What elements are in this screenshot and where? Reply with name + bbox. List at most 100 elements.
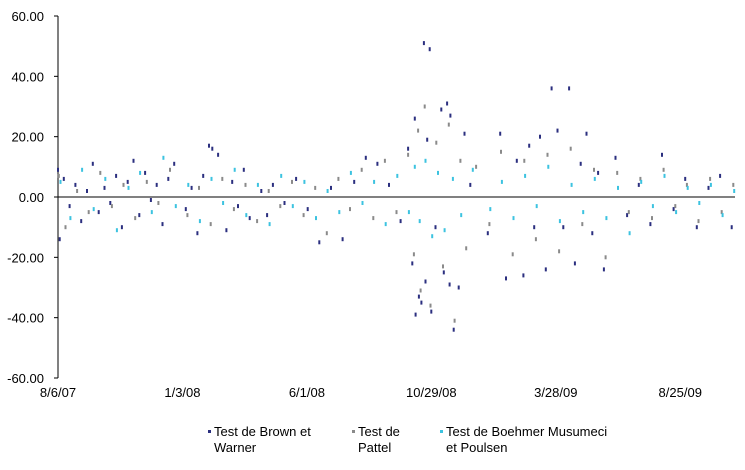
data-point	[675, 210, 678, 215]
data-point	[709, 176, 712, 181]
data-point	[449, 113, 452, 118]
data-point	[568, 86, 571, 91]
data-point	[453, 318, 456, 323]
data-point	[617, 185, 619, 190]
data-point	[533, 225, 536, 230]
data-point	[256, 182, 259, 187]
data-point	[76, 189, 79, 193]
data-point	[411, 261, 414, 266]
data-point	[426, 137, 429, 142]
data-point	[383, 158, 386, 163]
legend-label: Test de Boehmer Musumeci et Poulsen	[446, 424, 608, 455]
data-point	[428, 47, 431, 52]
data-point	[283, 201, 286, 205]
data-point	[443, 228, 446, 233]
data-point	[314, 185, 317, 190]
data-point	[582, 210, 585, 215]
data-point	[535, 204, 538, 209]
data-point	[92, 207, 95, 212]
scatter-chart: 60.00 40.00 20.00 0.00 -20.00 -40.00 -60.008/6…	[7, 9, 736, 400]
data-point	[57, 167, 59, 172]
series-1	[57, 104, 735, 323]
chart-axes: 60.00 40.00 20.00 0.00 -20.00 -40.00 -60.008/6…	[7, 9, 735, 400]
data-point	[221, 176, 224, 181]
data-point	[585, 131, 588, 136]
data-point	[604, 255, 607, 260]
data-point	[353, 179, 356, 184]
y-tick-label: 20.00	[11, 130, 44, 145]
data-point	[649, 222, 652, 227]
data-point	[457, 285, 460, 290]
data-point	[422, 41, 425, 46]
data-point	[721, 213, 724, 218]
legend-swatch	[352, 430, 355, 433]
data-point	[524, 173, 527, 178]
data-point	[187, 182, 190, 187]
data-point	[674, 204, 677, 209]
x-tick-label: 6/1/08	[289, 385, 325, 400]
data-point	[266, 213, 269, 218]
data-point	[59, 179, 62, 184]
data-point	[295, 176, 298, 181]
y-tick-label: -60.00	[7, 371, 44, 386]
data-point	[138, 213, 141, 218]
data-point	[488, 222, 491, 227]
data-point	[174, 204, 177, 209]
data-point	[330, 185, 332, 190]
data-point	[87, 210, 90, 215]
data-point	[698, 201, 701, 205]
data-point	[349, 207, 351, 212]
data-point	[418, 219, 421, 224]
data-point	[231, 179, 234, 184]
data-point	[627, 210, 630, 215]
data-point	[208, 143, 210, 148]
data-point	[448, 282, 451, 287]
data-point	[291, 179, 293, 184]
data-point	[338, 210, 341, 215]
data-point	[209, 222, 212, 227]
data-point	[132, 158, 135, 163]
data-point	[86, 189, 88, 193]
data-point	[420, 300, 423, 305]
data-point	[556, 128, 559, 133]
series-0	[57, 41, 733, 332]
data-point	[463, 131, 466, 136]
data-point	[364, 155, 367, 160]
y-tick-label: 60.00	[11, 9, 44, 24]
data-point	[198, 185, 200, 190]
data-point	[637, 182, 640, 187]
data-point	[522, 273, 525, 278]
data-point	[523, 158, 526, 163]
data-point	[210, 176, 213, 181]
data-point	[605, 216, 608, 221]
legend-label: Test de Pattel	[358, 424, 400, 455]
data-point	[442, 270, 445, 275]
data-point	[640, 179, 643, 184]
data-point	[511, 252, 514, 257]
data-point	[639, 176, 642, 181]
data-point	[97, 210, 100, 215]
legend-swatch	[208, 430, 211, 433]
data-point	[546, 152, 549, 157]
data-point	[562, 225, 565, 230]
data-point	[144, 170, 147, 175]
x-tick-label: 8/25/09	[659, 385, 702, 400]
data-point	[447, 122, 450, 127]
data-point	[547, 164, 550, 169]
data-point	[202, 173, 205, 178]
data-point	[663, 173, 666, 178]
data-point	[115, 173, 118, 178]
data-point	[260, 189, 263, 193]
data-point	[489, 207, 492, 212]
data-point	[446, 101, 449, 106]
data-point	[459, 158, 462, 163]
legend-label: Test de Brown et Warner	[214, 424, 311, 455]
data-point	[237, 204, 239, 209]
data-point	[91, 161, 94, 166]
data-point	[196, 231, 199, 236]
data-point	[318, 240, 321, 245]
data-point	[429, 303, 432, 308]
data-point	[242, 167, 245, 172]
data-point	[388, 182, 390, 187]
x-tick-label: 10/29/08	[406, 385, 457, 400]
